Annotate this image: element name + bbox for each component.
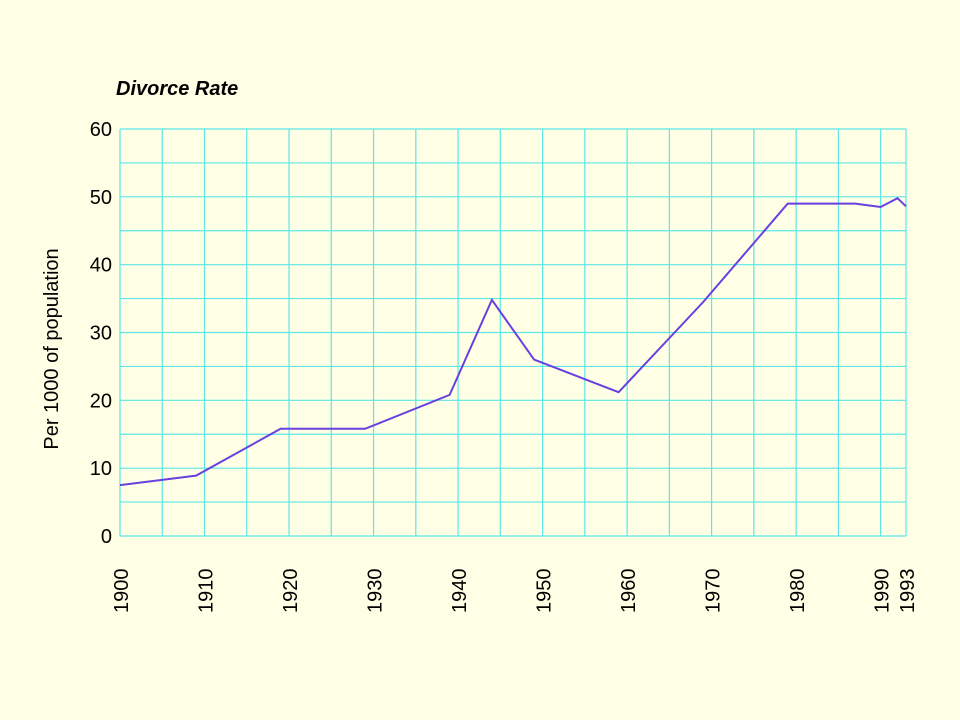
x-tick-label: 1940: [449, 569, 471, 614]
grid: [119, 128, 907, 537]
x-tick-label: 1960: [618, 569, 640, 614]
series-line: [119, 196, 907, 487]
y-axis-ticks: 0 10 20 30 40 50 60: [90, 119, 112, 548]
x-tick-label: 1950: [534, 569, 556, 614]
chart-title: Divorce Rate: [116, 78, 238, 100]
series-layer: [119, 196, 907, 487]
x-tick-label: 1980: [787, 569, 809, 614]
y-tick-label: 50: [90, 187, 112, 209]
x-tick-label: 1993: [897, 569, 919, 614]
x-tick-label: 1970: [703, 569, 725, 614]
x-tick-label: 1990: [872, 569, 894, 614]
y-tick-label: 30: [90, 323, 112, 345]
y-tick-label: 10: [90, 458, 112, 480]
x-tick-label: 1910: [196, 569, 218, 614]
y-tick-label: 0: [101, 526, 112, 548]
y-tick-label: 20: [90, 390, 112, 412]
y-tick-label: 60: [90, 119, 112, 141]
x-tick-label: 1900: [111, 569, 133, 614]
y-axis-label: Per 1000 of population: [41, 248, 63, 449]
x-axis-ticks: 1900 1910 1920 1930 1940 1950 1960 1970 1980 1990…: [111, 569, 919, 614]
x-tick-label: 1930: [365, 569, 387, 614]
y-tick-label: 40: [90, 255, 112, 277]
x-tick-label: 1920: [280, 569, 302, 614]
